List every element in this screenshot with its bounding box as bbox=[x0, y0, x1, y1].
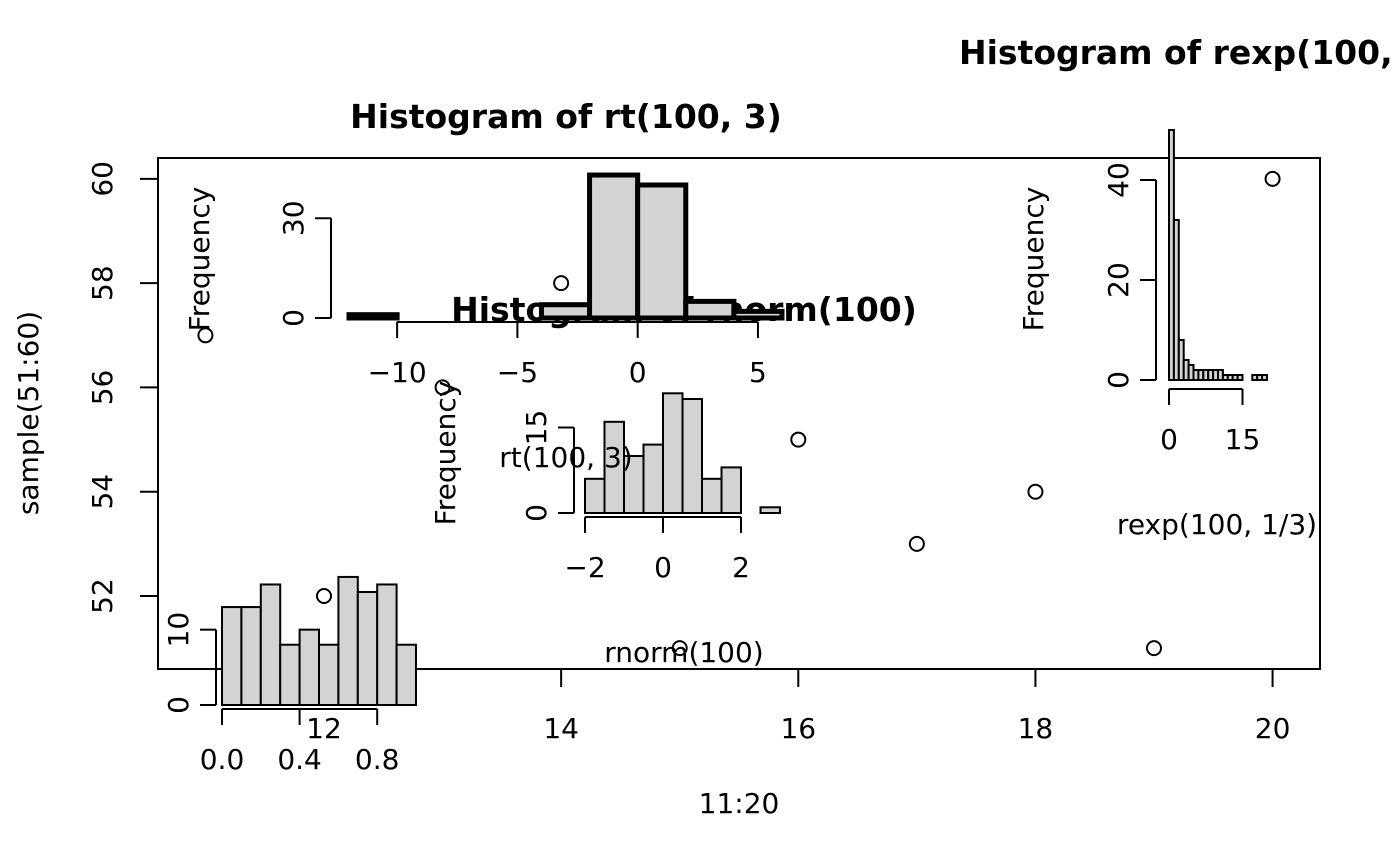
rt-y-axis-label: Frequency bbox=[183, 187, 216, 332]
rexp-y-tick-label: 40 bbox=[1102, 162, 1135, 198]
main-x-tick-label: 14 bbox=[543, 712, 579, 745]
main-point bbox=[790, 431, 807, 448]
rnorm-bar bbox=[701, 477, 723, 514]
rnorm-bars bbox=[584, 392, 781, 515]
rt-bar bbox=[731, 308, 785, 321]
rexp-x-tick-label: 0 bbox=[1160, 423, 1178, 456]
rt-y-tick-label: 30 bbox=[277, 200, 310, 236]
rnorm-y-tick-label: 0 bbox=[520, 504, 553, 522]
main-point bbox=[316, 588, 332, 604]
rt-x-tick-label: 0 bbox=[629, 356, 647, 389]
main-y-axis: 52 54 56 58 60 bbox=[86, 161, 158, 614]
main-point bbox=[553, 275, 570, 292]
runif-x-tick-label: 0.8 bbox=[355, 743, 400, 776]
runif-bar bbox=[376, 583, 398, 707]
runif-bar bbox=[221, 606, 243, 706]
rt-x-tick-label: 5 bbox=[749, 356, 767, 389]
rnorm-bar bbox=[720, 466, 742, 514]
runif-y-axis: 0 10 bbox=[162, 612, 217, 714]
rt-x-tick-label: −10 bbox=[368, 356, 427, 389]
main-x-tick-label: 16 bbox=[780, 712, 816, 745]
main-x-tick-label: 18 bbox=[1018, 712, 1054, 745]
rt-bar bbox=[683, 298, 737, 321]
rnorm-x-axis-label: rnorm(100) bbox=[604, 636, 763, 669]
runif-bar bbox=[279, 643, 301, 707]
runif-bar bbox=[318, 643, 340, 707]
main-point bbox=[197, 327, 214, 344]
rnorm-bar bbox=[662, 392, 684, 514]
main-point bbox=[1264, 170, 1281, 187]
rexp-bar bbox=[1236, 374, 1244, 381]
rnorm-bar bbox=[584, 477, 606, 514]
rt-y-axis: 0 30 bbox=[277, 200, 332, 327]
rt-bar bbox=[346, 312, 400, 321]
main-point bbox=[908, 535, 925, 552]
main-x-tick-label: 12 bbox=[306, 712, 342, 745]
main-x-axis: 12 14 16 18 20 bbox=[306, 668, 1291, 745]
runif-bar bbox=[395, 643, 418, 707]
runif-bar bbox=[259, 583, 282, 707]
rnorm-y-axis: 0 15 bbox=[520, 410, 575, 522]
rexp-y-axis-label: Frequency bbox=[1017, 187, 1050, 332]
main-y-tick-label: 60 bbox=[86, 161, 119, 197]
rt-x-axis: −10 −5 0 5 bbox=[368, 321, 767, 389]
rt-bars bbox=[346, 172, 785, 321]
main-point bbox=[434, 379, 451, 396]
rt-bar bbox=[587, 172, 641, 321]
main-y-tick-label: 52 bbox=[86, 578, 119, 614]
rexp-bar bbox=[1172, 219, 1180, 381]
main-plot-frame bbox=[157, 157, 1321, 670]
rnorm-x-tick-label: 2 bbox=[732, 551, 750, 584]
rt-histogram: −10 −5 0 5 0 30 Histogram of rt(100, 3) rt(1… bbox=[183, 97, 785, 474]
rt-y-tick-label: 0 bbox=[277, 309, 310, 327]
rexp-bar bbox=[1261, 374, 1268, 381]
main-points bbox=[197, 170, 1281, 657]
rt-title: Histogram of rt(100, 3) bbox=[350, 97, 782, 136]
rnorm-histogram: −202 015 Histogram of rnorm(100) rnorm(1… bbox=[429, 290, 917, 669]
rnorm-bar bbox=[642, 443, 664, 515]
main-point bbox=[671, 640, 688, 657]
rexp-y-axis: 0 20 40 bbox=[1102, 162, 1157, 389]
runif-bar bbox=[298, 628, 321, 707]
main-x-tick-label: 20 bbox=[1255, 712, 1291, 745]
rexp-histogram: 0 15 0 20 40 Histogram of rexp(100, 1/3) re… bbox=[959, 33, 1400, 541]
rexp-y-tick-label: 0 bbox=[1102, 371, 1135, 389]
runif-x-tick-label: 0.4 bbox=[277, 743, 322, 776]
rexp-x-tick-label: 15 bbox=[1225, 423, 1261, 456]
main-point bbox=[1027, 483, 1044, 500]
main-x-axis-label: 11:20 bbox=[699, 787, 780, 820]
rnorm-x-tick-label: 0 bbox=[654, 551, 672, 584]
rnorm-y-axis-label: Frequency bbox=[429, 381, 462, 526]
rnorm-bar bbox=[759, 506, 781, 514]
rexp-title: Histogram of rexp(100, 1/3) bbox=[959, 33, 1400, 72]
runif-bar bbox=[356, 591, 379, 706]
runif-bar bbox=[240, 606, 262, 706]
rexp-bars bbox=[1168, 129, 1268, 381]
main-y-tick-label: 58 bbox=[86, 265, 119, 301]
rexp-x-axis-label: rexp(100, 1/3) bbox=[1117, 508, 1317, 541]
rnorm-y-tick-label: 15 bbox=[520, 410, 553, 446]
runif-histogram: 0.0 0.4 0.8 0 10 bbox=[162, 575, 418, 776]
rexp-x-axis: 0 15 bbox=[1160, 388, 1261, 456]
rt-bar bbox=[635, 182, 689, 321]
rt-x-tick-label: −5 bbox=[497, 356, 538, 389]
runif-y-tick-label: 0 bbox=[162, 696, 195, 714]
rt-x-axis-label: rt(100, 3) bbox=[499, 441, 632, 474]
runif-bar bbox=[337, 575, 359, 707]
rnorm-bar bbox=[681, 398, 703, 514]
main-point bbox=[1146, 640, 1162, 657]
rnorm-x-tick-label: −2 bbox=[564, 551, 605, 584]
rnorm-x-axis: −2 0 2 bbox=[564, 516, 750, 584]
main-y-tick-label: 54 bbox=[86, 474, 119, 510]
runif-bars bbox=[221, 575, 418, 707]
main-y-axis-label: sample(51:60) bbox=[12, 311, 45, 515]
runif-x-tick-label: 0.0 bbox=[200, 743, 245, 776]
runif-y-tick-label: 10 bbox=[162, 612, 195, 648]
main-y-tick-label: 56 bbox=[86, 370, 119, 406]
rt-bar bbox=[538, 302, 593, 321]
runif-x-axis: 0.0 0.4 0.8 bbox=[200, 708, 400, 776]
rexp-y-tick-label: 20 bbox=[1102, 262, 1135, 298]
